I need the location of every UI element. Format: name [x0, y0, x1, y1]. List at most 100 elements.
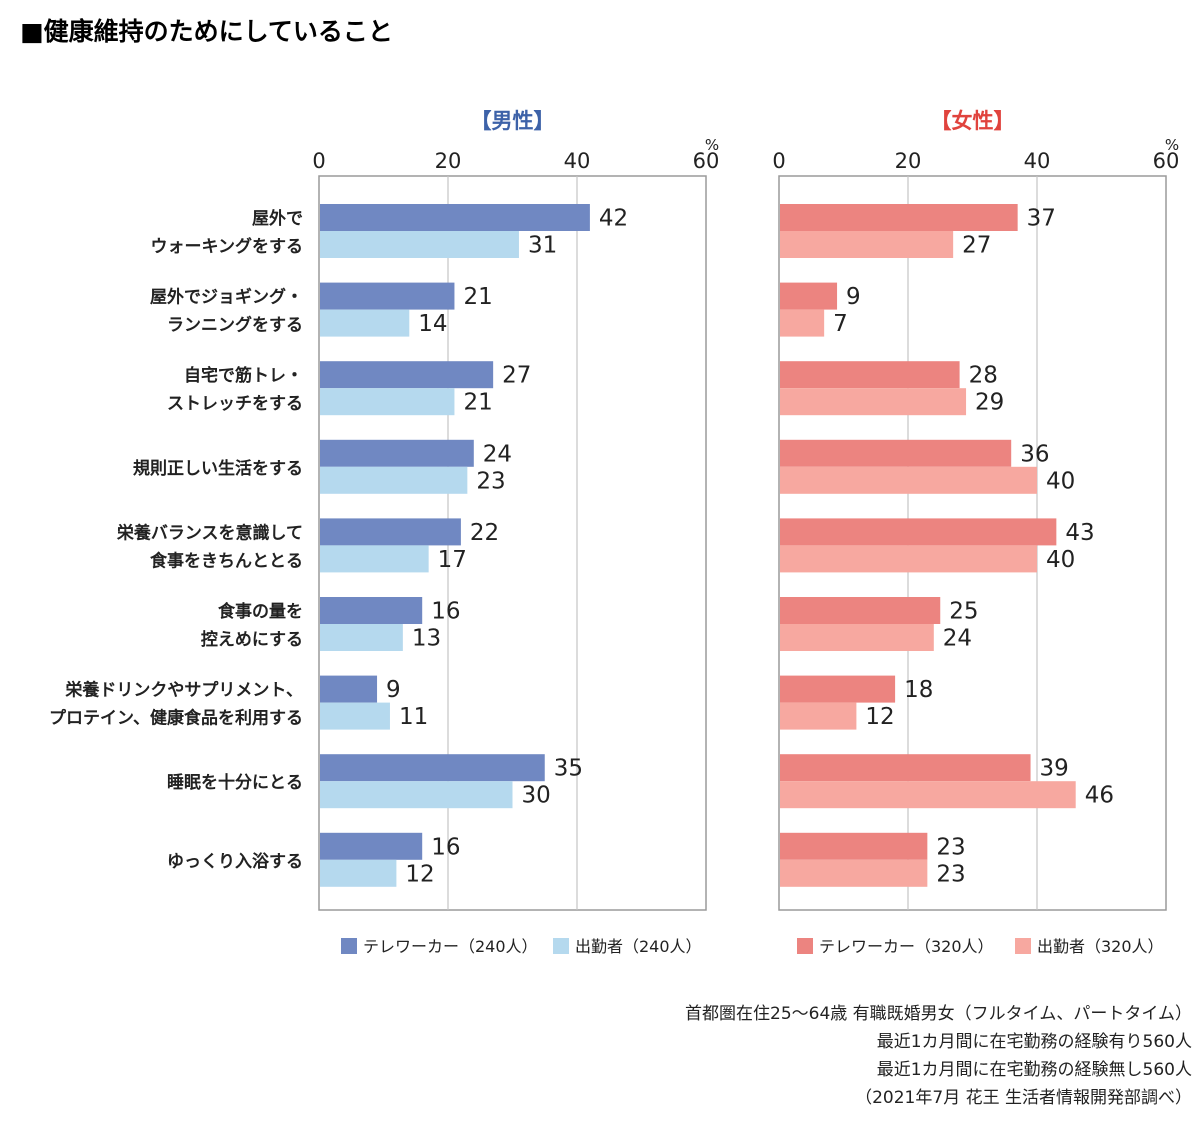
bar-women-s1-c4: [780, 545, 1037, 573]
bar-women-s0-c7: [780, 754, 1031, 782]
data-label: 30: [522, 783, 551, 809]
bar-women-s1-c7: [780, 781, 1076, 809]
footnote: 最近1カ月間に在宅勤務の経験無し560人: [877, 1060, 1192, 1080]
bar-women-s1-c0: [780, 231, 954, 258]
bar-men-s1-c4: [320, 545, 429, 573]
plot-frame: [318, 175, 707, 911]
legend-swatch: [797, 938, 813, 954]
panel-title: 【女性】: [931, 109, 1015, 133]
data-label: 29: [975, 390, 1004, 416]
data-label: 23: [476, 468, 505, 494]
bar-women-s0-c4: [780, 518, 1057, 546]
category-label: 規則正しい生活をする: [133, 458, 303, 479]
legend-swatch: [1015, 938, 1031, 954]
data-label: 27: [502, 363, 531, 389]
bar-men-s1-c3: [320, 466, 468, 494]
data-label: 39: [1040, 756, 1069, 782]
x-tick-label: 40: [564, 149, 591, 173]
footnote: 首都圏在住25～64歳 有職既婚男女（フルタイム、パートタイム）: [685, 1004, 1192, 1024]
data-label: 12: [865, 704, 894, 730]
category-label: 屋外で: [252, 208, 303, 229]
data-label: 31: [528, 233, 557, 259]
bar-women-s1-c2: [780, 388, 967, 416]
bar-women-s0-c6: [780, 675, 896, 703]
bar-men-s1-c0: [320, 231, 519, 258]
bar-women-s0-c0: [780, 204, 1018, 231]
data-label: 42: [599, 206, 628, 232]
bar-women-s1-c6: [780, 702, 857, 730]
bar-men-s0-c5: [320, 597, 423, 624]
category-label: ランニングをする: [167, 315, 303, 336]
x-tick-label: 0: [772, 149, 785, 173]
bar-women-s0-c2: [780, 361, 960, 389]
bar-men-s0-c6: [320, 675, 378, 703]
data-label: 9: [386, 677, 401, 703]
data-label: 16: [431, 834, 460, 860]
category-label: 栄養バランスを意識して: [116, 522, 303, 543]
bar-men-s1-c1: [320, 309, 410, 337]
bar-men-s0-c0: [320, 204, 590, 231]
data-label: 40: [1046, 547, 1075, 573]
category-label: 屋外でジョギング・: [150, 287, 303, 308]
bar-women-s1-c3: [780, 466, 1037, 494]
x-tick-label: 60: [1153, 149, 1180, 173]
bar-women-s0-c5: [780, 597, 941, 624]
page-title: ■健康維持のためにしていること: [20, 17, 393, 46]
legend-label: 出勤者（240人）: [575, 937, 702, 956]
legend-label: 出勤者（320人）: [1037, 937, 1164, 956]
data-label: 16: [431, 599, 460, 625]
category-label: 食事の量を: [218, 601, 303, 622]
panel-title: 【男性】: [471, 109, 555, 133]
data-label: 46: [1085, 783, 1114, 809]
panel-women: 0 20 40 60% 【女性】 37 9 28 36 43 25 18 39 23 27 7 29 40 40 24…: [772, 109, 1179, 956]
data-label: 14: [418, 311, 447, 337]
data-label: 35: [554, 756, 583, 782]
x-tick-label: 20: [435, 149, 462, 173]
data-label: 12: [405, 861, 434, 887]
bar-men-s0-c2: [320, 361, 494, 389]
category-label: 控えめにする: [201, 629, 303, 650]
bar-men-s1-c8: [320, 859, 397, 887]
category-label: 食事をきちんととる: [150, 550, 303, 571]
data-label: 36: [1020, 441, 1049, 467]
x-tick-label: 40: [1024, 149, 1051, 173]
data-label: 13: [412, 626, 441, 652]
bar-women-s0-c3: [780, 439, 1012, 467]
data-label: 23: [936, 861, 965, 887]
bar-women-s0-c8: [780, 832, 928, 860]
bar-men-s0-c8: [320, 832, 423, 860]
panel-men: 0 20 40 60% 【男性】 42 21 27 24 22 16 9 35 16 31 14 21 23 17 1…: [312, 109, 719, 956]
data-label: 22: [470, 520, 499, 546]
legend-swatch: [341, 938, 357, 954]
bar-men-s0-c4: [320, 518, 461, 546]
x-tick-label: 0: [312, 149, 325, 173]
bar-men-s1-c5: [320, 624, 403, 651]
data-label: 43: [1065, 520, 1094, 546]
bar-women-s1-c1: [780, 309, 825, 337]
data-label: 21: [463, 390, 492, 416]
data-label: 21: [463, 284, 492, 310]
data-label: 24: [943, 626, 972, 652]
x-tick-label: 20: [895, 149, 922, 173]
category-label: 栄養ドリンクやサプリメント、: [64, 680, 303, 701]
bar-men-s0-c1: [320, 282, 455, 310]
data-label: 11: [399, 704, 428, 730]
category-label: ゆっくり入浴する: [167, 851, 303, 872]
category-label: ウォーキングをする: [151, 236, 304, 257]
data-label: 17: [438, 547, 467, 573]
data-label: 18: [904, 677, 933, 703]
data-label: 9: [846, 284, 861, 310]
footnote: （2021年7月 花王 生活者情報開発部調べ）: [855, 1088, 1192, 1108]
legend-swatch: [553, 938, 569, 954]
data-label: 24: [483, 441, 512, 467]
unit-label: %: [1165, 136, 1179, 154]
bar-men-s0-c7: [320, 754, 545, 782]
category-label: ストレッチをする: [167, 394, 303, 414]
bar-men-s1-c2: [320, 388, 455, 416]
data-label: 40: [1046, 468, 1075, 494]
legend-label: テレワーカー（240人）: [363, 937, 538, 956]
bar-men-s0-c3: [320, 439, 474, 467]
x-tick-label: 60: [693, 149, 720, 173]
bar-men-s1-c6: [320, 702, 390, 730]
